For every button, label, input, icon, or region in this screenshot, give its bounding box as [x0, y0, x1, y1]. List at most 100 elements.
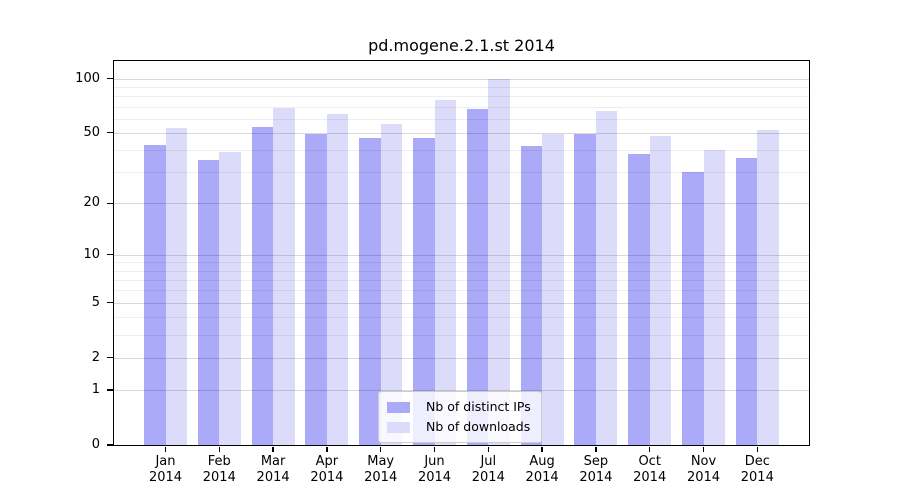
- x-tick-mark: [433, 446, 436, 452]
- bar-downloads-may: [380, 123, 403, 445]
- x-tick-month: May: [367, 454, 395, 469]
- gridline-minor: [114, 96, 809, 98]
- bar-downloads-dec: [757, 129, 779, 445]
- x-tick-month: Oct: [638, 454, 661, 469]
- x-tick-mark: [756, 446, 758, 452]
- bar-downloads-jul: [488, 78, 510, 445]
- x-tick-month: Apr: [315, 454, 339, 469]
- gridline-minor: [114, 118, 809, 120]
- x-tick-year: 2014: [364, 469, 398, 485]
- x-tick-label-aug: Aug 2014: [514, 454, 570, 485]
- x-tick-label-mar: Mar 2014: [245, 454, 301, 485]
- y-tick-mark: [106, 444, 113, 446]
- bar-distinct-ips-sep: [574, 134, 596, 445]
- x-tick-year: 2014: [633, 469, 667, 485]
- y-tick-label: 50: [83, 124, 100, 140]
- bar-downloads-jun: [434, 100, 456, 445]
- x-tick-label-may: May 2014: [353, 454, 409, 485]
- bar-downloads-aug: [542, 134, 564, 445]
- y-tick-mark: [106, 77, 113, 80]
- gridline-minor: [114, 334, 809, 336]
- grid-layer: [114, 61, 809, 445]
- x-tick-label-jan: Jan 2014: [138, 454, 194, 485]
- bar-distinct-ips-apr: [305, 134, 327, 445]
- gridline-minor: [114, 106, 809, 108]
- legend: Nb of distinct IPs Nb of downloads: [378, 391, 542, 443]
- bar-distinct-ips-oct: [628, 154, 650, 445]
- x-tick-year: 2014: [202, 469, 236, 485]
- gridline-minor: [114, 86, 809, 88]
- x-tick-month: Dec: [744, 454, 770, 469]
- gridline-major: [114, 203, 809, 205]
- gridline-major: [114, 389, 809, 391]
- y-tick-label: 2: [91, 349, 100, 365]
- x-tick-year: 2014: [310, 469, 344, 485]
- gridline-major: [114, 357, 809, 359]
- bar-downloads-apr: [326, 113, 349, 445]
- y-tick-label: 1: [91, 381, 100, 397]
- bar-downloads-mar: [273, 107, 295, 445]
- bar-distinct-ips-mar: [251, 126, 274, 445]
- x-tick-mark: [218, 446, 220, 452]
- x-tick-label-nov: Nov 2014: [676, 454, 732, 485]
- x-tick-year: 2014: [148, 469, 183, 485]
- x-tick-mark: [702, 446, 705, 452]
- legend-swatch-downloads-icon: [387, 421, 410, 433]
- x-tick-year: 2014: [740, 469, 774, 485]
- bar-distinct-ips-feb: [197, 160, 220, 445]
- y-tick-label: 100: [75, 70, 100, 86]
- x-tick-mark: [595, 446, 597, 452]
- y-tick-label: 0: [91, 437, 100, 452]
- bar-downloads-jan: [165, 128, 187, 445]
- x-tick-month: Mar: [260, 454, 286, 469]
- x-tick-month: Nov: [690, 454, 717, 469]
- x-tick-mark: [649, 446, 651, 452]
- gridline-major: [114, 78, 809, 80]
- gridline-major: [114, 132, 809, 134]
- gridline-minor: [114, 279, 809, 281]
- chart-title: pd.mogene.2.1.st 2014: [368, 36, 555, 55]
- bar-distinct-ips-jan: [144, 144, 166, 445]
- gridline-major: [114, 254, 809, 256]
- x-tick-month: Feb: [207, 454, 231, 469]
- bar-downloads-sep: [595, 111, 618, 445]
- legend-item-downloads: Nb of downloads: [387, 419, 531, 435]
- x-tick-label-dec: Dec 2014: [729, 454, 785, 485]
- legend-label-distinct-ips: Nb of distinct IPs: [426, 399, 531, 414]
- x-tick-month: Aug: [529, 454, 555, 469]
- gridline-minor: [114, 290, 809, 292]
- x-tick-year: 2014: [579, 469, 613, 485]
- gridline-minor: [114, 317, 809, 319]
- x-tick-month: Jun: [424, 454, 445, 469]
- x-tick-month: Jul: [480, 454, 497, 469]
- bar-downloads-oct: [649, 136, 672, 445]
- gridline-major: [114, 302, 809, 304]
- legend-swatch-distinct-ips-icon: [387, 401, 410, 413]
- x-tick-year: 2014: [686, 469, 721, 485]
- y-tick-label: 5: [91, 294, 100, 310]
- bar-distinct-ips-jul: [466, 108, 489, 445]
- x-tick-label-apr: Apr 2014: [299, 454, 355, 485]
- y-tick-label: 20: [83, 195, 100, 211]
- y-tick-mark: [106, 302, 113, 304]
- gridline-minor: [114, 150, 809, 152]
- bar-downloads-nov: [703, 150, 725, 445]
- x-tick-label-oct: Oct 2014: [622, 454, 678, 485]
- gridline-minor: [114, 172, 809, 174]
- x-tick-label-feb: Feb 2014: [191, 454, 247, 485]
- x-tick-mark: [487, 446, 489, 452]
- y-tick-mark: [106, 253, 113, 256]
- x-tick-year: 2014: [256, 469, 290, 485]
- y-tick-mark: [106, 389, 113, 391]
- bar-distinct-ips-may: [359, 137, 381, 445]
- x-tick-mark: [541, 446, 543, 452]
- x-tick-label-sep: Sep 2014: [568, 454, 624, 485]
- bar-downloads-feb: [219, 152, 241, 445]
- x-tick-year: 2014: [417, 469, 452, 485]
- y-tick-mark: [106, 132, 113, 134]
- bar-distinct-ips-aug: [520, 146, 543, 445]
- gridline-minor: [114, 262, 809, 264]
- bar-distinct-ips-dec: [735, 158, 758, 445]
- y-tick-mark: [106, 202, 113, 204]
- x-tick-year: 2014: [471, 469, 505, 485]
